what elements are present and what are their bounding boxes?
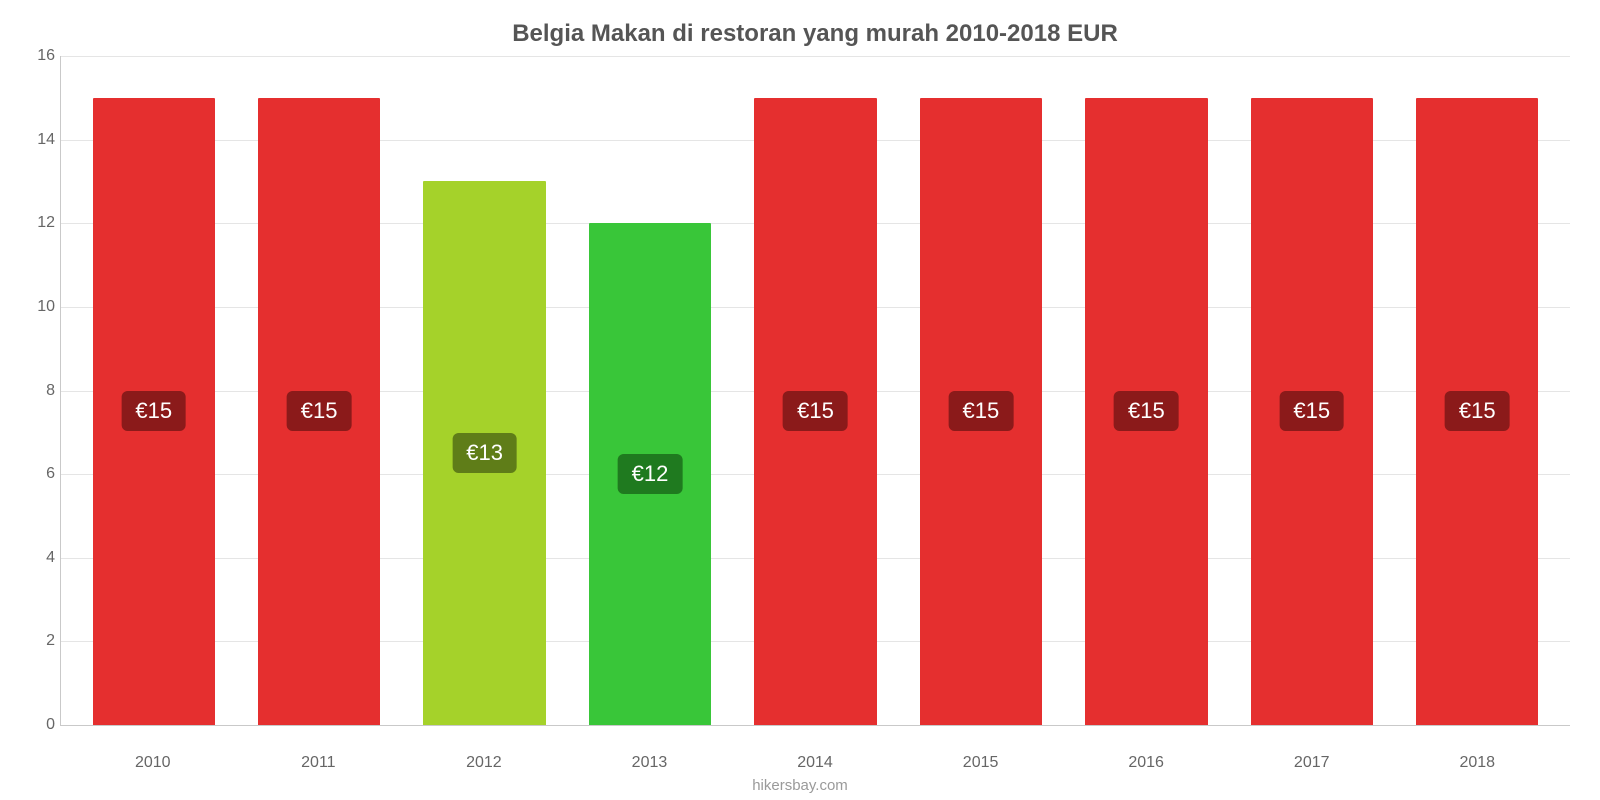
plot-area: 0246810121416 €15€15€13€12€15€15€15€15€1… [60,56,1570,726]
bar-slot: €15 [898,56,1063,725]
bar-value-label: €15 [783,391,848,431]
bar-slot: €15 [71,56,236,725]
bar-value-label: €15 [121,391,186,431]
bar-value-label: €15 [1114,391,1179,431]
x-tick-label: 2014 [732,754,898,772]
y-tick-label: 0 [21,716,55,734]
chart-title: Belgia Makan di restoran yang murah 2010… [60,20,1570,48]
bar-slot: €15 [1395,56,1560,725]
x-tick-label: 2016 [1063,754,1229,772]
x-tick-label: 2013 [567,754,733,772]
bar: €15 [1251,98,1373,725]
y-tick-label: 4 [21,549,55,567]
bar-slot: €15 [733,56,898,725]
y-tick-label: 2 [21,632,55,650]
bar: €15 [1416,98,1538,725]
bar-chart: Belgia Makan di restoran yang murah 2010… [0,0,1600,800]
x-tick-label: 2010 [70,754,236,772]
x-tick-label: 2015 [898,754,1064,772]
y-tick-label: 14 [21,131,55,149]
bar-slot: €15 [1229,56,1394,725]
y-tick-label: 10 [21,298,55,316]
bar: €13 [423,181,545,725]
attribution-text: hikersbay.com [0,777,1600,794]
x-axis-labels: 201020112012201320142015201620172018 [60,744,1570,772]
bars-container: €15 €15 €13 €12 €15 €15 €15 €15 €15 [71,56,1560,725]
bar: €15 [93,98,215,725]
bar: €15 [754,98,876,725]
bar-slot: €12 [567,56,732,725]
x-tick-label: 2017 [1229,754,1395,772]
bar-slot: €15 [1064,56,1229,725]
bar-value-label: €15 [287,391,352,431]
x-tick-label: 2018 [1395,754,1561,772]
bar: €15 [1085,98,1207,725]
bar-value-label: €15 [949,391,1014,431]
bar-slot: €15 [236,56,401,725]
bar-slot: €13 [402,56,567,725]
x-tick-label: 2012 [401,754,567,772]
bar: €15 [258,98,380,725]
y-tick-label: 6 [21,465,55,483]
bar: €12 [589,223,711,725]
bar-value-label: €12 [618,454,683,494]
x-tick-label: 2011 [236,754,402,772]
bar: €15 [920,98,1042,725]
y-tick-label: 12 [21,214,55,232]
bar-value-label: €13 [452,433,517,473]
y-tick-label: 16 [21,47,55,65]
bar-value-label: €15 [1445,391,1510,431]
bar-value-label: €15 [1279,391,1344,431]
y-tick-label: 8 [21,382,55,400]
